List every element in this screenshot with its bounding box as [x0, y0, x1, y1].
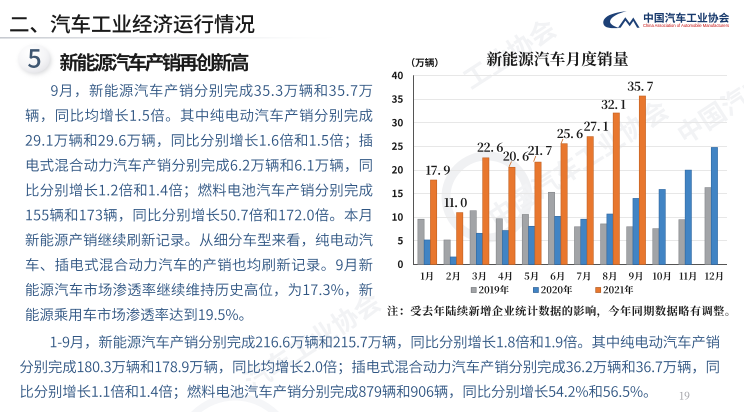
svg-text:China Association of Automobil: China Association of Automobile Manufact… [643, 23, 729, 28]
